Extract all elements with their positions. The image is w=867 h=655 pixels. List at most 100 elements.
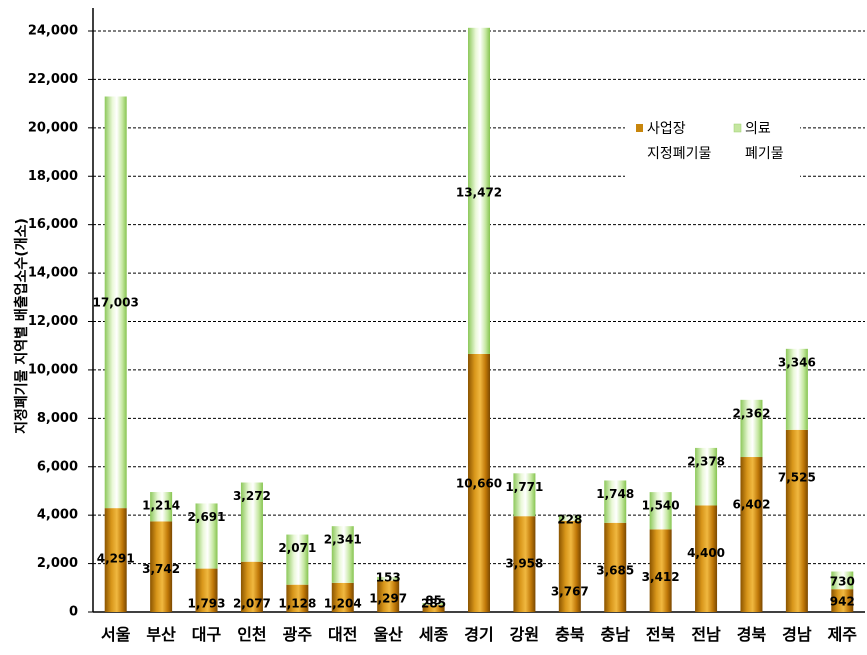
data-label-medical: 228 [557,513,582,527]
bar-industrial-2 [195,568,218,612]
y-tick-label: 4,000 [37,508,78,523]
legend-label-medical: 의료 [745,121,771,137]
bar-industrial-3 [240,561,263,612]
y-tick-label: 6,000 [37,459,78,474]
bar-industrial-16 [831,589,854,612]
data-label-medical: 85 [425,594,442,608]
bar-medical-12 [649,492,672,530]
bar-medical-0 [104,96,127,509]
data-label-industrial: 1,204 [324,597,362,611]
x-tick-label: 세종 [419,625,449,644]
data-label-medical: 153 [376,571,401,585]
data-label-medical: 1,771 [505,480,543,494]
x-tick-label: 경기 [464,625,493,644]
bar-medical-3 [240,482,263,562]
y-tick-label: 14,000 [28,266,78,281]
x-tick-label: 서울 [101,625,131,644]
y-axis-label: 지정폐기물 지역별 배출업소수(개소) [13,218,30,434]
bar-industrial-9 [513,516,536,612]
y-tick-label: 20,000 [28,120,78,135]
bar-industrial-4 [286,584,309,612]
data-label-industrial: 3,412 [642,570,680,584]
y-tick-label: 0 [69,605,78,620]
bar-industrial-10 [558,520,581,612]
x-tick-label: 제주 [828,625,858,644]
bar-industrial-7 [422,605,445,612]
data-label-industrial: 4,400 [687,546,725,560]
bar-industrial-13 [695,505,718,612]
data-label-industrial: 1,297 [369,592,407,606]
legend-swatch-medical [733,123,742,133]
bar-industrial-12 [649,529,672,612]
bar-industrial-11 [604,522,627,612]
y-tick-label: 24,000 [28,24,78,39]
bar-medical-15 [785,348,808,430]
data-label-industrial: 3,685 [596,563,634,577]
bar-industrial-0 [104,508,127,612]
x-tick-label: 전북 [646,625,676,644]
x-tick-label: 울산 [373,625,403,644]
x-tick-label: 전남 [691,625,721,644]
bar-medical-8 [468,27,490,354]
bar-medical-9 [513,473,536,517]
data-label-industrial: 6,402 [732,498,770,512]
x-tick-label: 강원 [510,625,539,644]
data-label-industrial: 2,077 [233,597,271,611]
legend-label-medical-line2: 폐기물 [745,146,784,162]
y-tick-label: 22,000 [28,72,78,87]
legend-box [625,113,800,179]
bar-industrial-14 [740,457,763,612]
data-label-industrial: 942 [830,595,855,609]
data-label-industrial: 7,525 [778,470,816,484]
data-label-medical: 13,472 [456,186,502,200]
y-tick-label: 12,000 [28,314,78,329]
x-tick-label: 충남 [601,625,631,644]
data-label-medical: 1,214 [142,499,180,513]
bar-medical-13 [695,447,718,506]
bar-medical-14 [740,399,763,458]
data-label-industrial: 3,958 [505,557,543,571]
bar-industrial-5 [331,582,354,612]
legend-swatch-industrial [636,124,643,132]
data-label-medical: 2,691 [188,510,226,524]
bar-medical-2 [195,503,218,569]
x-tick-label: 충북 [555,625,585,644]
bar-industrial-6 [377,580,400,612]
data-label-industrial: 3,767 [551,585,589,599]
x-tick-label: 인천 [237,625,266,644]
x-tick-label: 경북 [737,625,767,644]
y-tick-label: 18,000 [28,169,78,184]
bar-medical-10 [558,515,581,521]
data-label-medical: 2,378 [687,454,725,468]
bar-industrial-8 [468,353,490,612]
legend-label-industrial-line2: 지정폐기물 [647,146,712,162]
bar-medical-4 [286,534,309,585]
x-tick-label: 대전 [328,625,357,644]
bar-medical-7 [422,603,445,606]
data-label-medical: 1,540 [642,499,680,513]
data-label-medical: 2,071 [278,541,316,555]
x-tick-label: 대구 [192,625,222,644]
y-tick-label: 10,000 [28,362,78,377]
bar-medical-5 [331,526,354,583]
data-label-industrial: 1,793 [188,597,226,611]
data-label-industrial: 3,742 [142,562,180,576]
y-tick-label: 2,000 [37,556,78,571]
data-label-medical: 17,003 [93,296,139,310]
bar-medical-6 [377,576,400,581]
legend-label-industrial: 사업장 [647,121,686,137]
data-label-medical: 1,748 [596,487,634,501]
data-label-medical: 730 [830,575,855,589]
bar-medical-11 [604,480,627,523]
data-label-industrial: 1,128 [278,597,316,611]
bar-medical-1 [150,492,173,522]
x-tick-label: 경남 [782,625,812,644]
x-tick-label: 광주 [283,625,313,644]
bars [104,27,854,612]
y-tick-label: 8,000 [37,411,78,426]
data-label-medical: 3,346 [778,355,816,369]
bar-industrial-15 [785,429,808,612]
